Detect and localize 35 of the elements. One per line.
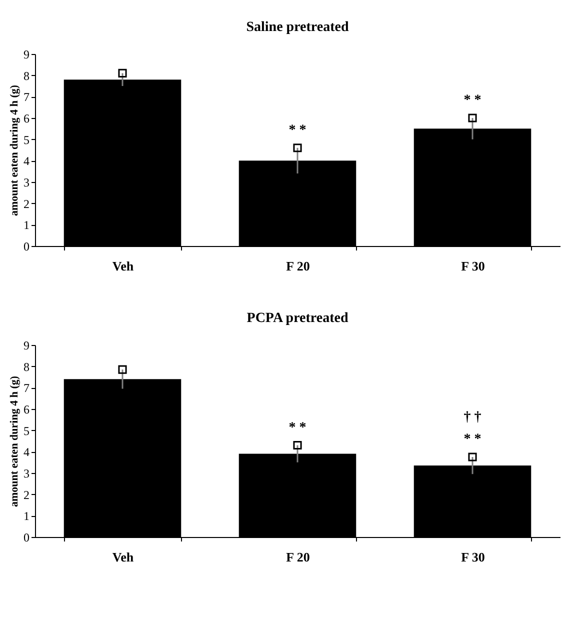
y-tick-label: 2 xyxy=(24,488,30,502)
y-tick-label: 3 xyxy=(24,466,30,480)
annotation: * * xyxy=(288,122,306,138)
x-tick-label: Veh xyxy=(112,258,134,274)
annotation: † † xyxy=(464,410,482,425)
y-tick-label: 3 xyxy=(24,176,30,190)
annotation: * * xyxy=(464,93,482,108)
y-tick-label: 9 xyxy=(24,48,30,62)
x-tick-label: Veh xyxy=(112,550,134,564)
y-tick-label: 5 xyxy=(24,424,30,438)
y-tick-label: 4 xyxy=(24,154,30,168)
x-tick-label: F 20 xyxy=(286,550,310,564)
y-axis-title: amount eaten during 4 h (g) xyxy=(8,84,20,216)
y-axis-title: amount eaten during 4 h (g) xyxy=(8,376,20,508)
y-tick-label: 6 xyxy=(24,402,30,416)
x-tick-label: F 30 xyxy=(461,258,485,274)
x-tick-label: F 30 xyxy=(461,550,485,564)
annotation: * * xyxy=(464,432,482,447)
y-tick-label: 4 xyxy=(24,445,30,460)
y-tick-label: 2 xyxy=(24,196,30,211)
annotation: * * xyxy=(288,420,306,436)
x-tick-label: F 20 xyxy=(286,258,310,274)
y-tick-label: 1 xyxy=(24,509,30,524)
y-tick-label: 7 xyxy=(24,381,30,396)
y-tick-label: 0 xyxy=(24,530,30,544)
y-tick-label: 1 xyxy=(24,218,30,232)
chart-title: PCPA pretreated xyxy=(246,311,348,326)
y-tick-label: 7 xyxy=(24,90,30,104)
y-tick-label: 8 xyxy=(24,68,30,83)
y-tick-label: 0 xyxy=(24,240,30,254)
y-tick-label: 5 xyxy=(24,132,30,147)
y-tick-label: 8 xyxy=(24,360,30,374)
chart-title: Saline pretreated xyxy=(246,20,349,35)
y-tick-label: 9 xyxy=(24,338,30,352)
y-tick-label: 6 xyxy=(24,112,30,126)
